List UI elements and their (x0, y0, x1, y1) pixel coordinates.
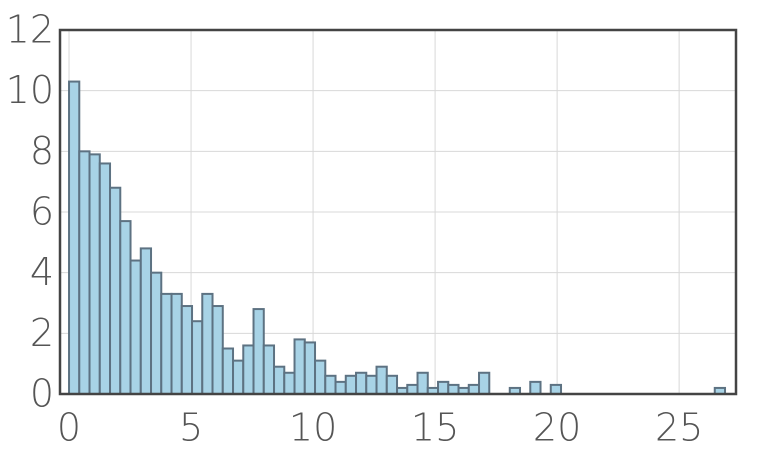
bar (232, 359, 245, 395)
x-tick-label: 25 (655, 406, 703, 450)
bar (98, 162, 112, 395)
bar (150, 271, 163, 395)
bar (385, 374, 399, 395)
bar (191, 320, 204, 396)
y-tick-label: 4 (30, 250, 54, 294)
bar (201, 292, 214, 395)
bar (447, 383, 460, 395)
bar (109, 186, 122, 395)
bar (119, 220, 132, 395)
bar (211, 305, 224, 395)
x-tick-label: 10 (289, 406, 337, 450)
bar (139, 247, 153, 395)
bar (252, 308, 265, 396)
y-tick-label: 10 (6, 68, 54, 112)
plot-frame (58, 28, 738, 396)
x-tick-label: 15 (411, 406, 459, 450)
bar (221, 347, 235, 395)
bar (303, 341, 317, 395)
bar (293, 338, 306, 395)
bar (416, 371, 429, 395)
bar (334, 380, 347, 396)
x-tick-label: 0 (57, 406, 81, 450)
bar (129, 259, 142, 395)
bar (242, 344, 255, 396)
bar (478, 371, 491, 395)
bar (344, 374, 358, 395)
bar (88, 153, 101, 395)
y-tick-label: 8 (30, 129, 54, 173)
bar (170, 292, 183, 395)
bar (437, 380, 450, 396)
bar (467, 383, 481, 395)
bar (365, 374, 378, 395)
bar (262, 344, 276, 396)
y-tick-label: 0 (30, 372, 54, 416)
y-tick-label: 6 (30, 190, 54, 234)
y-tick-label: 2 (30, 311, 54, 355)
bar (160, 292, 173, 395)
bar (273, 365, 286, 396)
bar (375, 365, 388, 396)
x-tick-label: 5 (179, 406, 203, 450)
bar (406, 383, 419, 395)
bar (355, 371, 368, 395)
bar (324, 374, 337, 395)
y-tick-label: 12 (6, 8, 54, 52)
bar (68, 80, 81, 395)
bar (78, 150, 91, 395)
bar (549, 383, 563, 395)
bar (314, 359, 327, 395)
bar (180, 305, 194, 395)
bar (529, 380, 542, 396)
x-tick-label: 20 (533, 406, 581, 450)
bar (283, 371, 296, 395)
